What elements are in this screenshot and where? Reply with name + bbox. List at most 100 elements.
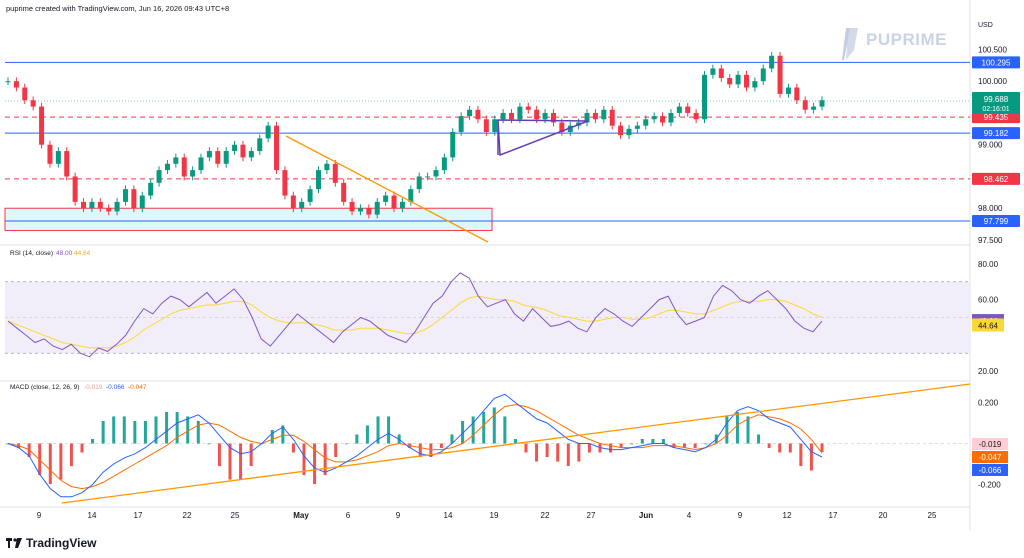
macd-value-tag xyxy=(972,451,1008,463)
candle-body xyxy=(450,132,456,158)
macd-histogram-bar xyxy=(323,443,327,476)
macd-histogram-bar xyxy=(461,420,465,444)
macd-histogram-bar xyxy=(545,443,549,458)
candle-body xyxy=(769,55,775,69)
macd-histogram-bar xyxy=(228,443,232,480)
macd-histogram-bar xyxy=(482,411,486,444)
time-axis-tick-label: 25 xyxy=(231,511,240,520)
macd-histogram-bar xyxy=(704,443,708,445)
rsi-ma-tag-label: 44.64 xyxy=(978,322,999,331)
candle-body xyxy=(534,109,540,120)
macd-histogram-bar xyxy=(334,443,338,458)
macd-histogram-bar xyxy=(418,443,422,458)
macd-histogram-bar xyxy=(313,443,317,485)
price-level-tag xyxy=(972,56,1020,69)
price-level-tag xyxy=(972,172,1020,185)
candle-body xyxy=(181,157,187,177)
macd-histogram-bar xyxy=(80,443,84,453)
candle-body xyxy=(97,201,103,209)
candle-body xyxy=(131,189,137,209)
time-axis-tick-label: 14 xyxy=(88,511,97,520)
macd-histogram-bar xyxy=(249,443,253,467)
candle-body xyxy=(643,119,649,126)
time-axis-tick-label: 4 xyxy=(687,511,692,520)
macd-histogram-bar xyxy=(133,420,137,444)
macd-histogram-bar xyxy=(186,416,190,444)
candle-body xyxy=(72,176,78,202)
candle-body xyxy=(357,208,363,212)
candle-body xyxy=(248,151,254,158)
candle-body xyxy=(584,112,590,123)
candle-body xyxy=(206,151,212,158)
candle-body xyxy=(282,170,288,196)
candle-body xyxy=(89,201,95,209)
candle-body xyxy=(651,116,657,120)
tradingview-logo-icon xyxy=(6,538,22,548)
candle-body xyxy=(727,78,733,85)
macd-histogram-bar xyxy=(503,416,507,444)
candle-body xyxy=(760,68,766,82)
macd-histogram-bar xyxy=(450,434,454,444)
current-price-tag xyxy=(972,91,1020,114)
macd-histogram-bar xyxy=(757,434,761,444)
macd-histogram-bar xyxy=(48,443,52,485)
macd-legend-macd: -0.066 xyxy=(106,384,125,391)
rsi-ma-legend-value: 44.64 xyxy=(74,250,91,257)
time-axis-tick-label: 6 xyxy=(346,511,351,520)
macd-histogram-bar xyxy=(556,443,560,462)
candle-body xyxy=(735,74,741,85)
time-axis-tick-label: 12 xyxy=(783,511,792,520)
support-zone-box xyxy=(4,207,493,231)
macd-value-tag xyxy=(972,438,1008,450)
rsi-axis-tick-label: 20.00 xyxy=(978,367,999,376)
rsi-axis-tick-label: 80.00 xyxy=(978,260,999,269)
candle-body xyxy=(324,163,330,171)
tradingview-logo: TradingView xyxy=(6,536,96,550)
time-axis-tick-label: 25 xyxy=(928,511,937,520)
macd-histogram-bar xyxy=(609,443,613,453)
macd-histogram-bar xyxy=(302,443,306,476)
candle-body xyxy=(500,112,506,120)
macd-histogram-bar xyxy=(619,443,623,449)
macd-histogram-bar xyxy=(122,416,126,444)
time-axis-tick-label: 22 xyxy=(183,511,192,520)
candle-body xyxy=(190,170,196,177)
time-axis-tick-label: Jun xyxy=(639,511,653,520)
candle-body xyxy=(660,116,666,123)
candle-body xyxy=(559,122,565,132)
candle-body xyxy=(634,125,640,129)
macd-histogram-bar xyxy=(693,443,697,449)
candle-body xyxy=(349,201,355,212)
macd-value-tag-label: -0.019 xyxy=(979,440,1002,449)
macd-histogram-bar xyxy=(365,425,369,444)
candle-body xyxy=(383,195,389,202)
candle-body xyxy=(601,109,607,120)
macd-histogram-bar xyxy=(429,443,433,458)
candle-body xyxy=(475,109,481,120)
rsi-legend-value: 48.00 xyxy=(56,250,73,257)
candle-body xyxy=(223,151,229,164)
candle-body xyxy=(819,100,825,107)
macd-histogram-bar xyxy=(101,420,105,444)
candle-body xyxy=(399,201,405,209)
price-level-tag-label: 99.435 xyxy=(984,113,1009,122)
candle-body xyxy=(458,116,464,132)
macd-histogram-bar xyxy=(387,416,391,444)
time-axis-tick-label: 17 xyxy=(829,511,838,520)
candle-body xyxy=(164,163,170,171)
macd-histogram-bar xyxy=(746,416,750,444)
candle-body xyxy=(567,125,573,132)
price-axis-tick-label: 100.000 xyxy=(978,77,1007,86)
descending-trendline xyxy=(285,135,489,243)
macd-histogram-bar xyxy=(799,443,803,467)
rsi-axis-tick-label: 60.00 xyxy=(978,296,999,305)
macd-histogram-bar xyxy=(112,416,116,444)
macd-ascending-trendline xyxy=(61,383,971,504)
macd-histogram-bar xyxy=(281,425,285,444)
macd-legend-signal: -0.047 xyxy=(128,384,147,391)
countdown-label: 02:16:01 xyxy=(982,106,1009,113)
candle-body xyxy=(710,68,716,75)
macd-histogram-bar xyxy=(809,443,813,471)
candle-body xyxy=(441,157,447,171)
